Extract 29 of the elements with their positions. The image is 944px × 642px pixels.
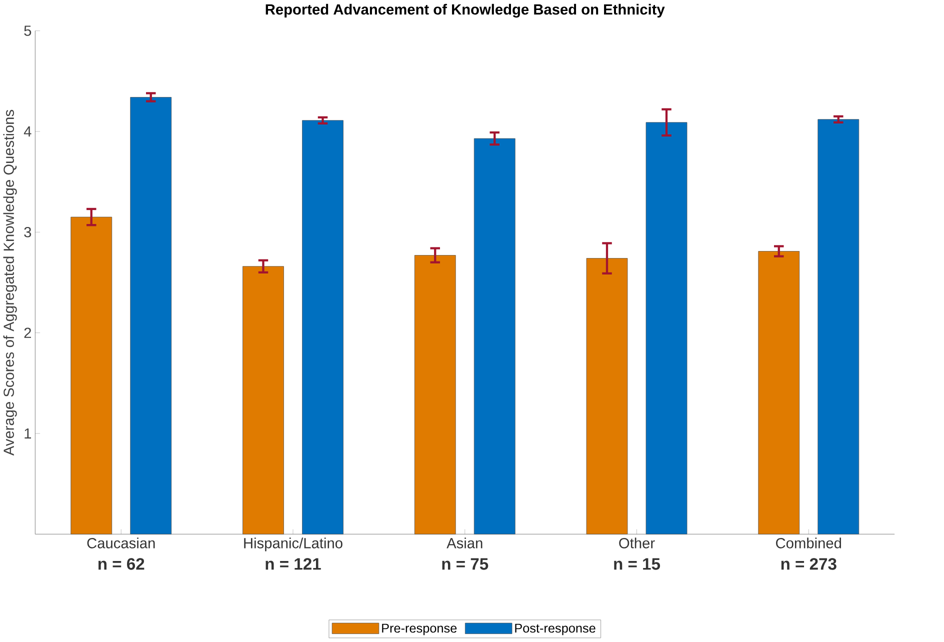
legend-label: Pre-response [382, 624, 457, 636]
text: n = 15 [614, 558, 660, 570]
bar [758, 251, 800, 534]
y-axis-title: Average Scores of Aggregated Knowledge Questions [3, 110, 17, 456]
x-tick-label: Hispanic/Latino [244, 538, 342, 552]
x-tick-label: Other [619, 538, 655, 548]
y-tick-label: 5 [24, 26, 32, 36]
bar [242, 266, 284, 534]
bar [818, 119, 860, 534]
bar [414, 255, 456, 534]
bar [646, 122, 688, 534]
bar [302, 120, 344, 534]
chart-title: Reported Advancement of Knowledge Based on Ethnicity [266, 4, 665, 18]
y-tick-label: 3 [24, 227, 32, 238]
x-tick-label: Asian [446, 538, 482, 548]
bar [474, 138, 516, 534]
bar [130, 97, 172, 534]
y-tick-label: 2 [24, 328, 31, 338]
y-tick-label: 1 [24, 428, 32, 439]
bar [586, 258, 628, 534]
legend-label: Post-response [515, 624, 596, 636]
text: n = 121 [266, 558, 321, 570]
y-tick-label: 4 [24, 126, 32, 137]
bar [70, 216, 112, 534]
text: n = 62 [98, 558, 144, 570]
text: n = 75 [442, 558, 488, 570]
text: n = 273 [781, 558, 836, 570]
x-tick-label: Combined [776, 538, 842, 548]
x-tick-label: Caucasian [87, 538, 155, 548]
